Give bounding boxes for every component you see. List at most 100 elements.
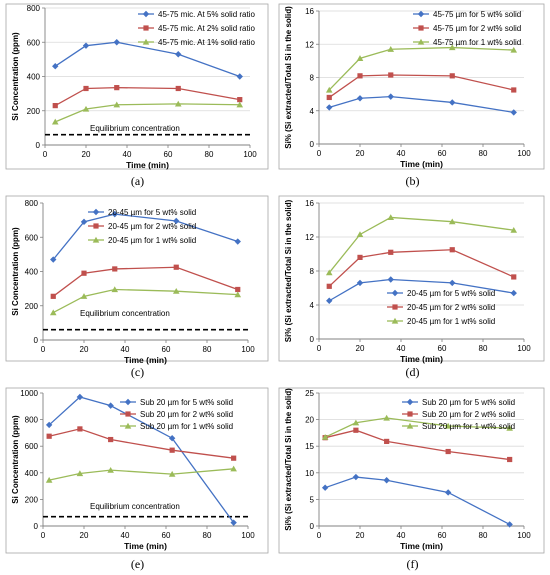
- chart-panel-e: 0 200 400 600 800 1000 0 20 40 60 80 100 Time (min) S…: [0, 384, 275, 575]
- chart-a: 0 200 400 600 800 0 20 40 60 80 100 Time (min) Si Co…: [5, 3, 269, 170]
- data-point-1: [326, 104, 333, 111]
- y-axis-label: Si% (Si extracted/Total Si in the solid): [284, 6, 293, 149]
- x-tick-label: 80: [203, 345, 212, 354]
- data-point-1: [321, 484, 329, 491]
- chart-panel-b: 0 4 8 12 16 0 20 40 60 80 100 Time (min) Si% (Si ext…: [275, 0, 550, 191]
- data-point-3: [234, 291, 242, 298]
- legend-marker: [418, 25, 424, 31]
- data-point-2: [81, 270, 87, 276]
- equilibrium-label: Equilibrium concentration: [90, 124, 180, 133]
- data-point-1: [356, 95, 364, 102]
- legend-marker: [391, 289, 399, 297]
- x-tick-label: 40: [397, 531, 406, 540]
- data-point-2: [449, 247, 455, 253]
- x-tick-label: 80: [205, 150, 214, 159]
- data-point-2: [326, 283, 332, 289]
- data-point-2: [83, 85, 89, 92]
- legend-marker: [407, 411, 413, 417]
- legend-label: 45-75 mic. At 1% solid ratio: [158, 38, 255, 47]
- data-point-3: [51, 118, 59, 125]
- x-tick-label: 40: [121, 345, 130, 354]
- data-point-1: [387, 93, 394, 100]
- data-point-1: [234, 238, 241, 245]
- legend-marker: [143, 25, 149, 31]
- panel-letter-b: (b): [405, 174, 420, 188]
- data-point-1: [236, 73, 243, 80]
- y-tick-label: 8: [310, 74, 315, 83]
- y-tick-label: 200: [27, 107, 41, 116]
- panel-letter-f: (f): [406, 557, 419, 571]
- data-point-3: [111, 286, 119, 293]
- legend-label: 20-45 µm for 2 wt% solid: [108, 222, 196, 231]
- data-point-3: [444, 422, 452, 429]
- legend-label: 45-75 mic. At 2% solid ratio: [158, 24, 255, 33]
- data-point-2: [511, 274, 517, 280]
- x-axis-label: Time (min): [124, 541, 167, 551]
- y-tick-label: 0: [34, 336, 39, 345]
- legend-marker: [391, 317, 399, 324]
- x-tick-label: 60: [438, 344, 447, 353]
- x-tick-label: 100: [241, 345, 255, 354]
- y-tick-label: 16: [305, 7, 314, 16]
- data-point-1: [449, 99, 456, 106]
- data-point-2: [173, 264, 179, 270]
- legend-marker: [124, 398, 132, 406]
- data-point-3: [236, 101, 244, 108]
- data-point-1: [52, 63, 59, 70]
- data-point-1: [113, 39, 120, 46]
- data-point-2: [357, 73, 363, 79]
- legend-label: 45-75 µm for 1 wt% solid: [433, 38, 521, 47]
- data-point-2: [231, 455, 237, 461]
- chart-panel-c: 0 200 400 600 800 0 20 40 60 80 100 Time (min) Si Co…: [0, 192, 275, 383]
- data-point-3: [506, 424, 513, 431]
- legend-marker: [406, 422, 414, 429]
- legend-marker: [406, 398, 414, 406]
- y-tick-label: 20: [305, 416, 314, 425]
- x-tick-label: 80: [479, 149, 488, 158]
- data-point-2: [52, 103, 58, 109]
- x-tick-label: 60: [438, 149, 447, 158]
- x-tick-label: 80: [479, 531, 488, 540]
- x-tick-label: 20: [80, 345, 89, 354]
- y-tick-label: 600: [25, 442, 39, 451]
- legend-label: 20-45 µm for 1 wt% solid: [407, 317, 495, 326]
- chart-f: 0 5 10 15 20 25 0 20 40 60 80 100 Time (min) Si% (Si …: [278, 387, 545, 554]
- x-tick-label: 100: [517, 531, 531, 540]
- data-point-2: [108, 436, 114, 443]
- data-point-3: [168, 470, 176, 477]
- data-point-2: [357, 254, 363, 260]
- y-tick-label: 800: [25, 199, 39, 208]
- x-tick-label: 0: [317, 149, 322, 158]
- data-point-1: [82, 42, 90, 49]
- data-point-3: [230, 465, 237, 472]
- x-tick-label: 60: [438, 531, 447, 540]
- data-point-3: [510, 227, 518, 233]
- legend-label: Sub 20 µm for 5 wt% solid: [422, 398, 515, 407]
- data-point-3: [387, 46, 395, 52]
- y-tick-label: 0: [310, 522, 315, 531]
- data-point-2: [77, 426, 83, 432]
- legend-marker: [392, 304, 398, 310]
- x-axis-label: Time (min): [400, 159, 443, 169]
- x-tick-label: 60: [164, 150, 173, 159]
- data-point-2: [507, 456, 513, 463]
- y-tick-label: 600: [27, 38, 41, 47]
- y-tick-label: 8: [310, 267, 315, 276]
- legend-label: 20-45 µm for 5 wt% solid: [407, 289, 495, 298]
- x-tick-label: 100: [241, 531, 255, 540]
- y-tick-label: 15: [305, 442, 314, 451]
- chart-frame: [5, 195, 269, 362]
- data-point-1: [80, 218, 88, 226]
- data-point-2: [112, 266, 118, 272]
- x-tick-label: 0: [41, 531, 46, 540]
- chart-panel-f: 0 5 10 15 20 25 0 20 40 60 80 100 Time (min) Si% (Si …: [275, 384, 550, 575]
- data-point-1: [175, 51, 182, 58]
- data-point-3: [448, 44, 456, 51]
- y-axis-label: Si% (Si extracted/Total Si in the solid): [284, 388, 293, 531]
- data-point-1: [168, 435, 176, 442]
- data-point-3: [45, 476, 53, 483]
- legend-label: 20-45 µm for 5 wt% solid: [108, 208, 196, 217]
- legend-label: 45-75 µm for 2 wt% solid: [433, 24, 521, 33]
- x-tick-label: 0: [43, 150, 48, 159]
- y-tick-label: 200: [25, 495, 39, 504]
